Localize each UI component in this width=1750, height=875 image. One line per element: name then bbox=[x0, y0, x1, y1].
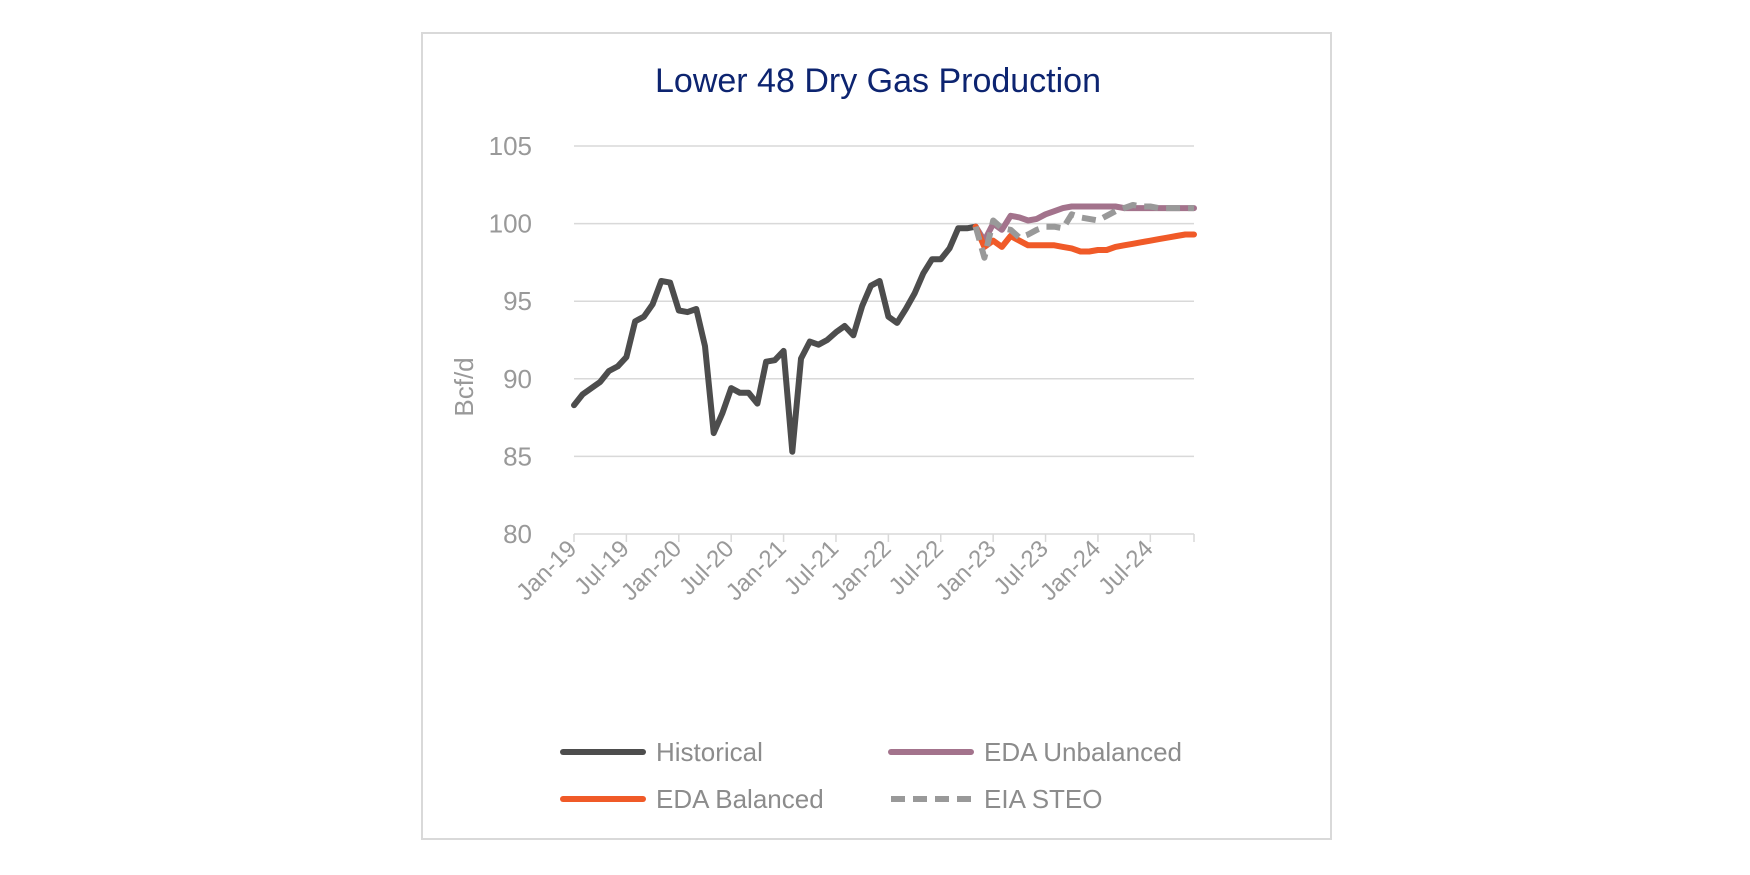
x-tick-label: Jan-20 bbox=[616, 535, 687, 606]
series-lines bbox=[571, 202, 1197, 455]
x-axis: Jan-19Jul-19Jan-20Jul-20Jan-21Jul-21Jan-… bbox=[511, 533, 1195, 606]
y-axis-ticks: 80 85 90 95 100 105 bbox=[489, 131, 532, 549]
legend-label: EIA STEO bbox=[984, 784, 1103, 814]
y-tick-label: 85 bbox=[503, 441, 532, 471]
line-chart: Lower 48 Dry Gas Production Bcf/d 80 85 90… bbox=[449, 62, 1197, 814]
y-tick-label: 90 bbox=[503, 364, 532, 394]
series-line-eda-balanced bbox=[972, 223, 1197, 255]
legend-label: EDA Unbalanced bbox=[984, 737, 1182, 767]
y-tick-label: 105 bbox=[489, 131, 532, 161]
series-line-eia-steo bbox=[972, 202, 1194, 261]
legend-label: EDA Balanced bbox=[656, 784, 824, 814]
y-axis-title: Bcf/d bbox=[449, 357, 479, 416]
y-tick-label: 95 bbox=[503, 286, 532, 316]
x-tick-label: Jan-21 bbox=[721, 535, 792, 606]
y-tick-label: 100 bbox=[489, 209, 532, 239]
x-tick-label: Jan-24 bbox=[1035, 535, 1106, 606]
legend: Historical EDA Unbalanced EDA Balanced EIA … bbox=[560, 737, 1182, 814]
legend-label: Historical bbox=[656, 737, 763, 767]
x-tick-label: Jan-22 bbox=[826, 535, 897, 606]
x-tick-label: Jan-23 bbox=[930, 535, 1001, 606]
chart-title: Lower 48 Dry Gas Production bbox=[655, 62, 1101, 100]
y-tick-label: 80 bbox=[503, 519, 532, 549]
chart-frame: Lower 48 Dry Gas Production Bcf/d 80 85 90… bbox=[421, 32, 1332, 840]
series-line-historical bbox=[571, 223, 979, 455]
x-tick-label: Jul-24 bbox=[1093, 535, 1158, 600]
